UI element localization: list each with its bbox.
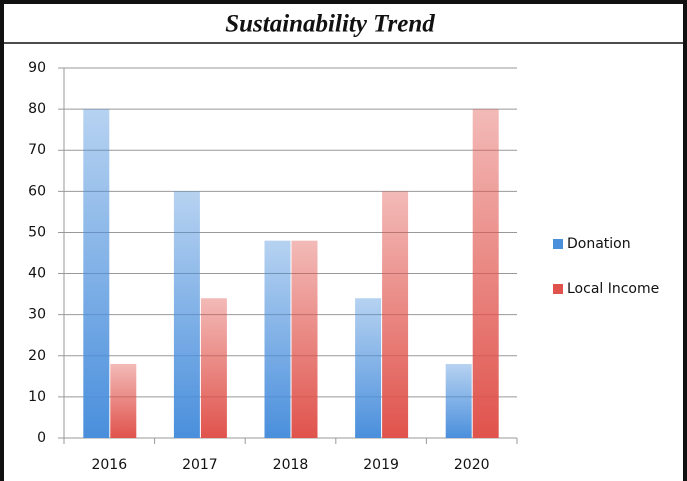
y-tick-label: 40 <box>28 266 46 282</box>
y-tick-label: 10 <box>28 389 46 405</box>
legend-swatch <box>553 284 563 294</box>
x-tick-label: 2016 <box>91 457 127 473</box>
y-tick-label: 20 <box>28 348 46 364</box>
bar <box>110 364 137 438</box>
x-tick-label: 2018 <box>273 457 309 473</box>
y-tick-label: 70 <box>28 142 46 158</box>
bar <box>472 109 499 438</box>
bar <box>355 298 382 438</box>
bar <box>173 191 200 438</box>
y-tick-label: 30 <box>28 307 46 323</box>
bar <box>200 298 227 438</box>
y-tick-label: 60 <box>28 183 46 199</box>
legend-label: Local Income <box>567 281 659 297</box>
x-tick-label: 2019 <box>363 457 399 473</box>
chart-title: Sustainability Trend <box>225 11 435 38</box>
y-tick-label: 90 <box>28 60 46 76</box>
bar <box>445 364 472 438</box>
x-tick-label: 2020 <box>454 457 490 473</box>
x-tick-label: 2017 <box>182 457 218 473</box>
bar <box>291 240 318 438</box>
bar <box>382 191 409 438</box>
bar <box>264 240 291 438</box>
legend-swatch <box>553 239 563 249</box>
y-tick-label: 80 <box>28 101 46 117</box>
y-tick-label: 0 <box>37 430 46 446</box>
bar <box>83 109 110 438</box>
y-tick-label: 50 <box>28 224 46 240</box>
legend-label: Donation <box>567 236 631 252</box>
